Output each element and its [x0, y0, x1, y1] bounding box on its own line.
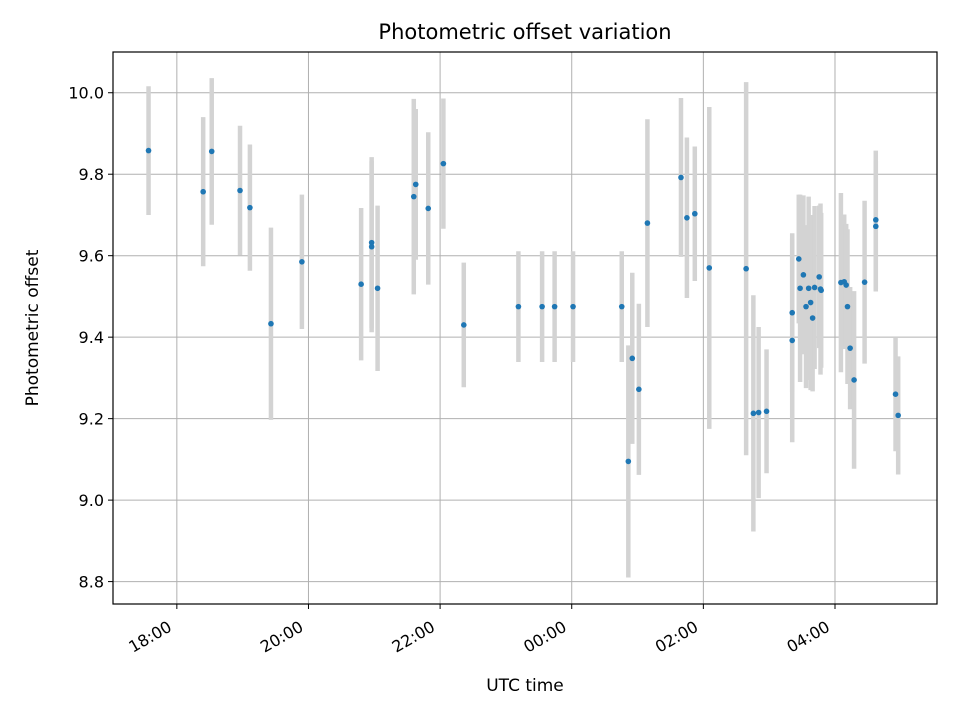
data-point [410, 193, 417, 200]
data-point [636, 386, 642, 393]
plot-frame [112, 51, 938, 605]
x-tick-label: 22:00 [389, 617, 438, 657]
data-point [374, 285, 381, 292]
chart-title: Photometric offset variation [378, 20, 671, 44]
data-point [208, 148, 215, 155]
data-point [843, 282, 849, 288]
x-axis-ticks: 18:00 20:00 22:00 00:00 02:00 04:00 [125, 604, 836, 657]
x-tick-label: 20:00 [257, 617, 306, 657]
y-axis-label: Photometric offset [23, 249, 43, 406]
data-point [368, 243, 375, 250]
data-point [811, 284, 818, 291]
data-point [750, 410, 757, 417]
x-axis-label: UTC time [486, 676, 564, 696]
data-point [861, 279, 868, 285]
data-point [684, 215, 690, 221]
data-point [743, 265, 749, 272]
data-point [268, 320, 274, 327]
data-point [678, 174, 684, 181]
data-point [692, 210, 698, 217]
data-point [789, 309, 796, 316]
data-point [247, 204, 253, 211]
data-point [460, 322, 467, 328]
data-point [807, 299, 814, 306]
data-point [200, 188, 206, 195]
x-tick-label: 00:00 [520, 617, 569, 657]
data-point [237, 187, 243, 194]
data-point [797, 285, 803, 292]
data-point [358, 281, 364, 288]
data-point [551, 303, 558, 310]
x-tick-label: 18:00 [125, 617, 174, 657]
data-point [851, 377, 857, 383]
data-point [818, 287, 824, 294]
data-points [145, 147, 901, 465]
y-axis-ticks: 8.8 9.0 9.2 9.4 9.6 9.8 10.0 [68, 84, 113, 592]
y-tick-label: 8.8 [79, 573, 104, 592]
data-point [816, 274, 822, 280]
data-point [789, 337, 796, 344]
data-point [872, 223, 879, 230]
data-point [412, 181, 419, 188]
data-point [706, 265, 713, 271]
data-point [800, 272, 807, 278]
data-point [872, 217, 879, 223]
y-tick-label: 10.0 [68, 84, 104, 103]
data-point [440, 160, 447, 167]
data-point [629, 355, 636, 362]
data-point [625, 458, 632, 465]
data-point [515, 303, 522, 310]
data-point [570, 303, 576, 310]
data-point [755, 409, 762, 416]
x-tick-label: 02:00 [652, 617, 701, 657]
data-point [892, 391, 899, 397]
x-tick-label: 04:00 [784, 617, 833, 657]
data-point [809, 315, 816, 321]
data-point [763, 408, 770, 415]
data-point [847, 345, 853, 351]
data-point [145, 147, 152, 154]
data-point [425, 205, 432, 212]
data-point [795, 256, 802, 262]
data-point [844, 303, 851, 310]
y-tick-label: 9.8 [79, 165, 104, 184]
data-point [805, 285, 812, 292]
y-tick-label: 9.2 [79, 410, 104, 429]
data-point [368, 239, 375, 246]
data-point [644, 220, 651, 226]
y-tick-label: 9.6 [79, 247, 104, 266]
y-tick-label: 9.4 [79, 328, 104, 347]
data-point [299, 259, 305, 265]
data-point [895, 412, 901, 419]
data-point [618, 303, 625, 310]
y-tick-label: 9.0 [79, 491, 104, 510]
data-point [803, 303, 809, 310]
data-point [539, 303, 545, 310]
